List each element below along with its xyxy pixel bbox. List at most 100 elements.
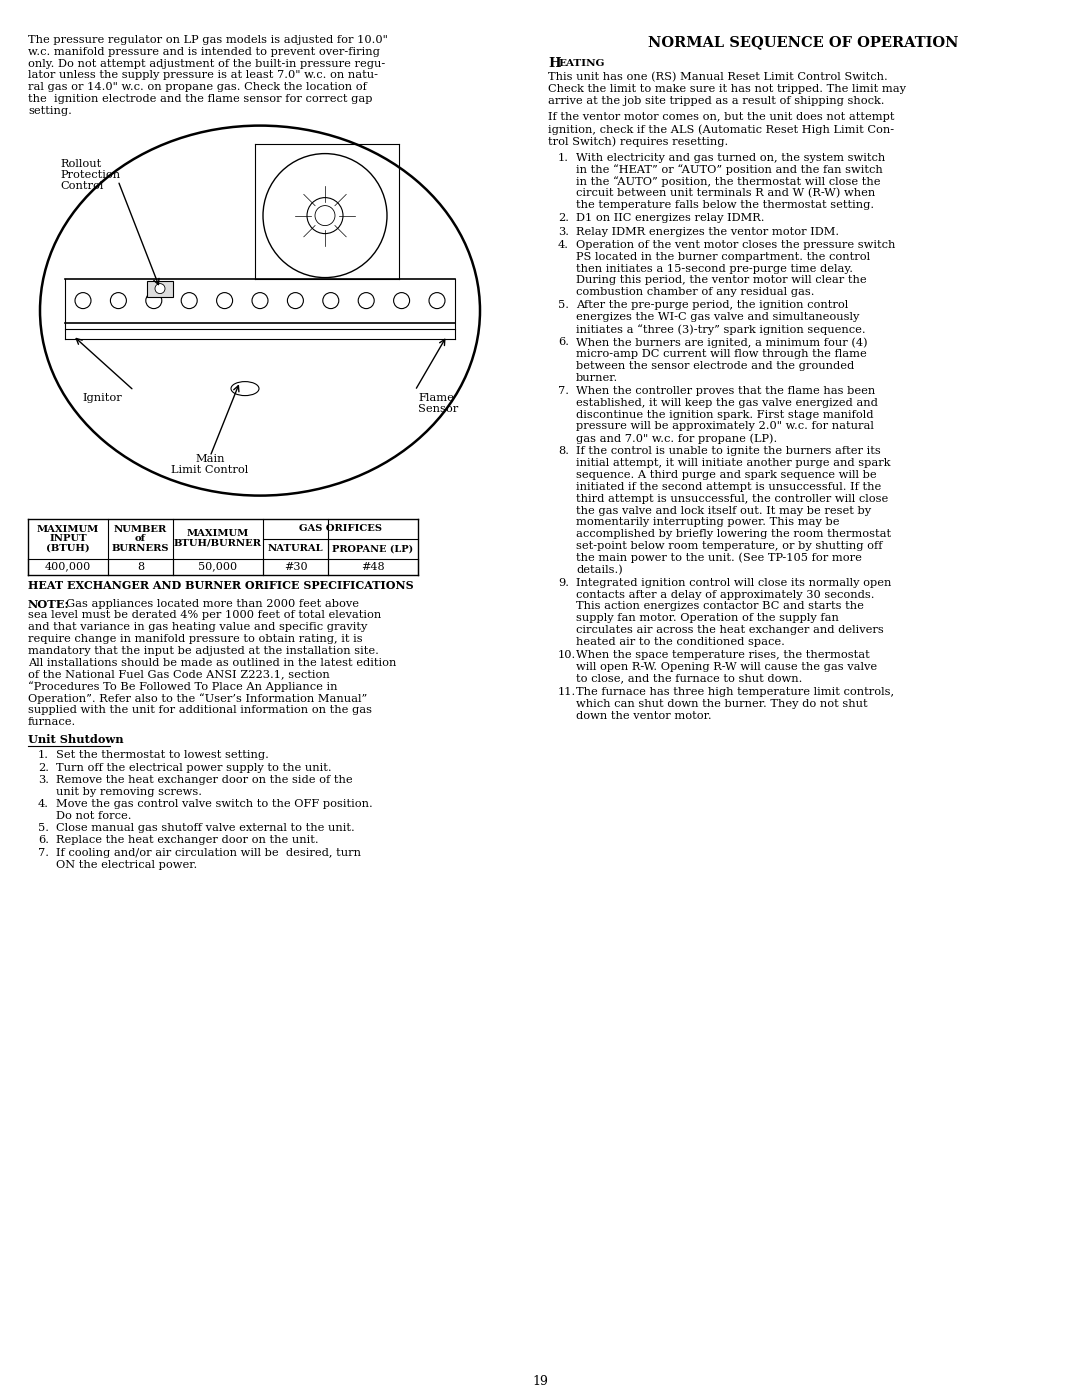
Text: set-point below room temperature, or by shutting off: set-point below room temperature, or by … (576, 541, 882, 550)
Text: burner.: burner. (576, 373, 618, 383)
Text: only. Do not attempt adjustment of the built-in pressure regu-: only. Do not attempt adjustment of the b… (28, 59, 386, 68)
Text: Main: Main (195, 454, 225, 464)
Text: Check the limit to make sure it has not tripped. The limit may: Check the limit to make sure it has not … (548, 84, 906, 94)
Text: 6.: 6. (38, 835, 49, 845)
Text: gas and 7.0" w.c. for propane (LP).: gas and 7.0" w.c. for propane (LP). (576, 433, 778, 444)
Text: Operation of the vent motor closes the pressure switch: Operation of the vent motor closes the p… (576, 240, 895, 250)
Text: initial attempt, it will initiate another purge and spark: initial attempt, it will initiate anothe… (576, 458, 891, 468)
Text: 6.: 6. (558, 337, 569, 348)
Text: furnace.: furnace. (28, 717, 77, 726)
Text: “Procedures To Be Followed To Place An Appliance in: “Procedures To Be Followed To Place An A… (28, 682, 337, 692)
Text: BURNERS: BURNERS (111, 543, 170, 553)
Text: 5.: 5. (38, 823, 49, 833)
Text: #48: #48 (361, 562, 384, 571)
Text: This action energizes contactor BC and starts the: This action energizes contactor BC and s… (576, 601, 864, 612)
Circle shape (156, 284, 165, 293)
Text: Do not force.: Do not force. (56, 810, 132, 821)
Text: The furnace has three high temperature limit controls,: The furnace has three high temperature l… (576, 687, 894, 697)
Text: Gas appliances located more than 2000 feet above: Gas appliances located more than 2000 fe… (66, 598, 359, 609)
Text: of the National Fuel Gas Code ANSI Z223.1, section: of the National Fuel Gas Code ANSI Z223.… (28, 669, 329, 679)
Text: the main power to the unit. (See TP-105 for more: the main power to the unit. (See TP-105 … (576, 553, 862, 563)
Text: contacts after a delay of approximately 30 seconds.: contacts after a delay of approximately … (576, 590, 875, 599)
Text: combustion chamber of any residual gas.: combustion chamber of any residual gas. (576, 288, 814, 298)
Text: PS located in the burner compartment. the control: PS located in the burner compartment. th… (576, 251, 870, 261)
Text: Rollout: Rollout (60, 159, 102, 169)
Text: #30: #30 (284, 562, 308, 571)
Text: initiates a “three (3)-try” spark ignition sequence.: initiates a “three (3)-try” spark igniti… (576, 324, 866, 335)
Text: 11.: 11. (558, 687, 577, 697)
Text: lator unless the supply pressure is at least 7.0" w.c. on natu-: lator unless the supply pressure is at l… (28, 70, 378, 81)
Text: 19: 19 (532, 1375, 548, 1389)
Text: PROPANE (LP): PROPANE (LP) (333, 543, 414, 553)
Text: accomplished by briefly lowering the room thermostat: accomplished by briefly lowering the roo… (576, 529, 891, 539)
Text: initiated if the second attempt is unsuccessful. If the: initiated if the second attempt is unsuc… (576, 482, 881, 492)
Text: Sensor: Sensor (418, 404, 458, 414)
Text: Move the gas control valve switch to the OFF position.: Move the gas control valve switch to the… (56, 799, 373, 809)
Text: If cooling and/or air circulation will be  desired, turn: If cooling and/or air circulation will b… (56, 848, 361, 858)
Text: Turn off the electrical power supply to the unit.: Turn off the electrical power supply to … (56, 763, 332, 773)
Text: The pressure regulator on LP gas models is adjusted for 10.0": The pressure regulator on LP gas models … (28, 35, 388, 45)
Text: 1.: 1. (558, 152, 569, 163)
Text: 8: 8 (137, 562, 144, 571)
Text: which can shut down the burner. They do not shut: which can shut down the burner. They do … (576, 698, 867, 708)
Text: 5.: 5. (558, 300, 569, 310)
Text: Operation”. Refer also to the “User’s Information Manual”: Operation”. Refer also to the “User’s In… (28, 693, 367, 704)
Text: unit by removing screws.: unit by removing screws. (56, 787, 202, 796)
Text: Replace the heat exchanger door on the unit.: Replace the heat exchanger door on the u… (56, 835, 319, 845)
Text: Flame: Flame (418, 393, 454, 402)
Text: sea level must be derated 4% per 1000 feet of total elevation: sea level must be derated 4% per 1000 fe… (28, 610, 381, 620)
Text: 7.: 7. (558, 386, 569, 395)
Text: of: of (135, 534, 146, 543)
Text: down the ventor motor.: down the ventor motor. (576, 711, 712, 721)
Text: Control: Control (60, 180, 104, 190)
Text: 50,000: 50,000 (199, 562, 238, 571)
Text: Protection: Protection (60, 169, 120, 180)
Text: arrive at the job site tripped as a result of shipping shock.: arrive at the job site tripped as a resu… (548, 95, 885, 106)
Text: BTUH/BURNER: BTUH/BURNER (174, 539, 262, 548)
Text: micro-amp DC current will flow through the flame: micro-amp DC current will flow through t… (576, 349, 867, 359)
Text: supplied with the unit for additional information on the gas: supplied with the unit for additional in… (28, 705, 372, 715)
Text: 10.: 10. (558, 650, 577, 661)
Text: 2.: 2. (38, 763, 49, 773)
Text: the gas valve and lock itself out. It may be reset by: the gas valve and lock itself out. It ma… (576, 506, 872, 515)
Text: NORMAL SEQUENCE OF OPERATION: NORMAL SEQUENCE OF OPERATION (648, 35, 958, 49)
Text: 1.: 1. (38, 750, 49, 760)
Text: details.): details.) (576, 564, 623, 574)
Text: heated air to the conditioned space.: heated air to the conditioned space. (576, 637, 785, 647)
Text: in the “AUTO” position, the thermostat will close the: in the “AUTO” position, the thermostat w… (576, 176, 880, 187)
Text: NOTE:: NOTE: (28, 598, 69, 609)
Text: After the pre-purge period, the ignition control: After the pre-purge period, the ignition… (576, 300, 848, 310)
Text: ON the electrical power.: ON the electrical power. (56, 859, 198, 869)
Text: 2.: 2. (558, 214, 569, 224)
Text: momentarily interrupting power. This may be: momentarily interrupting power. This may… (576, 517, 839, 527)
Text: w.c. manifold pressure and is intended to prevent over-firing: w.c. manifold pressure and is intended t… (28, 47, 380, 57)
Text: D1 on IIC energizes relay IDMR.: D1 on IIC energizes relay IDMR. (576, 214, 765, 224)
Text: then initiates a 15-second pre-purge time delay.: then initiates a 15-second pre-purge tim… (576, 264, 853, 274)
Text: ral gas or 14.0" w.c. on propane gas. Check the location of: ral gas or 14.0" w.c. on propane gas. Ch… (28, 82, 367, 92)
FancyBboxPatch shape (147, 281, 173, 296)
Text: MAXIMUM: MAXIMUM (37, 525, 99, 534)
Text: trol Switch) requires resetting.: trol Switch) requires resetting. (548, 136, 728, 147)
Text: 3.: 3. (558, 226, 569, 236)
Text: and that variance in gas heating value and specific gravity: and that variance in gas heating value a… (28, 622, 367, 633)
Text: sequence. A third purge and spark sequence will be: sequence. A third purge and spark sequen… (576, 471, 877, 481)
Text: With electricity and gas turned on, the system switch: With electricity and gas turned on, the … (576, 152, 886, 163)
Text: When the space temperature rises, the thermostat: When the space temperature rises, the th… (576, 650, 869, 661)
Text: 9.: 9. (558, 578, 569, 588)
Text: If the control is unable to ignite the burners after its: If the control is unable to ignite the b… (576, 447, 881, 457)
Text: setting.: setting. (28, 106, 72, 116)
Text: pressure will be approximately 2.0" w.c. for natural: pressure will be approximately 2.0" w.c.… (576, 422, 874, 432)
Text: between the sensor electrode and the grounded: between the sensor electrode and the gro… (576, 360, 854, 370)
Text: INPUT: INPUT (50, 534, 86, 543)
Text: discontinue the ignition spark. First stage manifold: discontinue the ignition spark. First st… (576, 409, 874, 419)
Text: NUMBER: NUMBER (113, 525, 167, 534)
Text: the  ignition electrode and the flame sensor for correct gap: the ignition electrode and the flame sen… (28, 94, 373, 103)
Text: This unit has one (RS) Manual Reset Limit Control Switch.: This unit has one (RS) Manual Reset Limi… (548, 73, 888, 82)
Text: the temperature falls below the thermostat setting.: the temperature falls below the thermost… (576, 200, 874, 210)
Text: If the ventor motor comes on, but the unit does not attempt: If the ventor motor comes on, but the un… (548, 112, 894, 123)
Text: to close, and the furnace to shut down.: to close, and the furnace to shut down. (576, 673, 802, 683)
Text: 400,000: 400,000 (45, 562, 91, 571)
Text: ignition, check if the ALS (Automatic Reset High Limit Con-: ignition, check if the ALS (Automatic Re… (548, 124, 894, 134)
Text: circuit between unit terminals R and W (R-W) when: circuit between unit terminals R and W (… (576, 189, 875, 198)
Text: Limit Control: Limit Control (172, 465, 248, 475)
